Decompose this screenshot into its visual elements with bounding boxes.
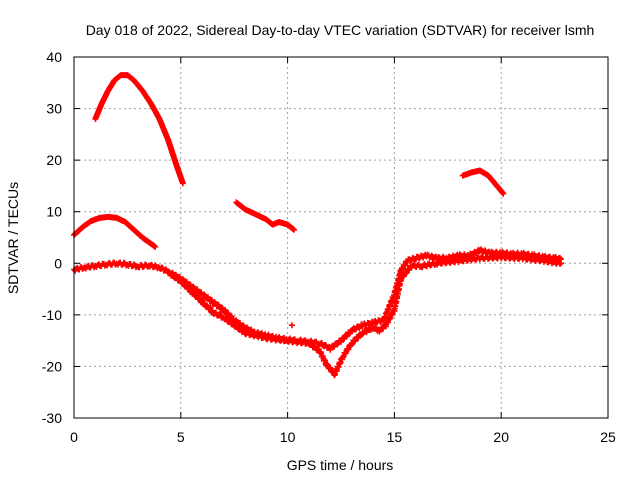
x-tick-label-5: 5	[177, 429, 185, 445]
y-tick-label-40: 40	[46, 49, 62, 65]
y-tick-label-30: 30	[46, 101, 62, 117]
series-markers-arc-evening	[459, 167, 507, 197]
x-axis-label: GPS time / hours	[287, 457, 394, 473]
plot-frame	[73, 56, 609, 419]
x-tick-label-10: 10	[280, 429, 296, 445]
series-markers-main-band-lower	[167, 253, 564, 379]
series-markers-main-band	[71, 246, 564, 353]
series-arc-mid-morning	[71, 213, 159, 250]
series-main-band-lower	[167, 253, 564, 379]
y-tick-label--10: -10	[42, 307, 62, 323]
series-main-band	[71, 246, 564, 353]
series-arc-late-morning	[233, 199, 297, 233]
series-markers-scatter-bits	[194, 293, 295, 329]
chart-title: Day 018 of 2022, Sidereal Day-to-day VTE…	[86, 22, 595, 38]
y-tick-label--20: -20	[42, 358, 62, 374]
x-tick-label-15: 15	[387, 429, 403, 445]
x-tick-label-20: 20	[493, 429, 509, 445]
x-tick-label-25: 25	[600, 429, 616, 445]
y-axis-label: SDTVAR / TECUs	[5, 182, 21, 294]
data-layer	[71, 72, 564, 379]
series-markers-arc-high-morning	[92, 72, 186, 187]
series-markers-arc-mid-morning	[71, 213, 159, 250]
y-tick-label-10: 10	[46, 204, 62, 220]
series-arc-evening	[459, 167, 507, 197]
y-tick-label--30: -30	[42, 410, 62, 426]
x-tick-label-0: 0	[70, 429, 78, 445]
y-tick-label-20: 20	[46, 152, 62, 168]
series-arc-high-morning	[92, 72, 186, 187]
series-scatter-bits	[194, 293, 295, 329]
axis-layer: 0 5 10 15 20 25 -30 -20 -10 0 10 20 30 40	[42, 49, 616, 445]
series-markers-arc-late-morning	[233, 199, 297, 233]
y-tick-label-0: 0	[54, 255, 62, 271]
